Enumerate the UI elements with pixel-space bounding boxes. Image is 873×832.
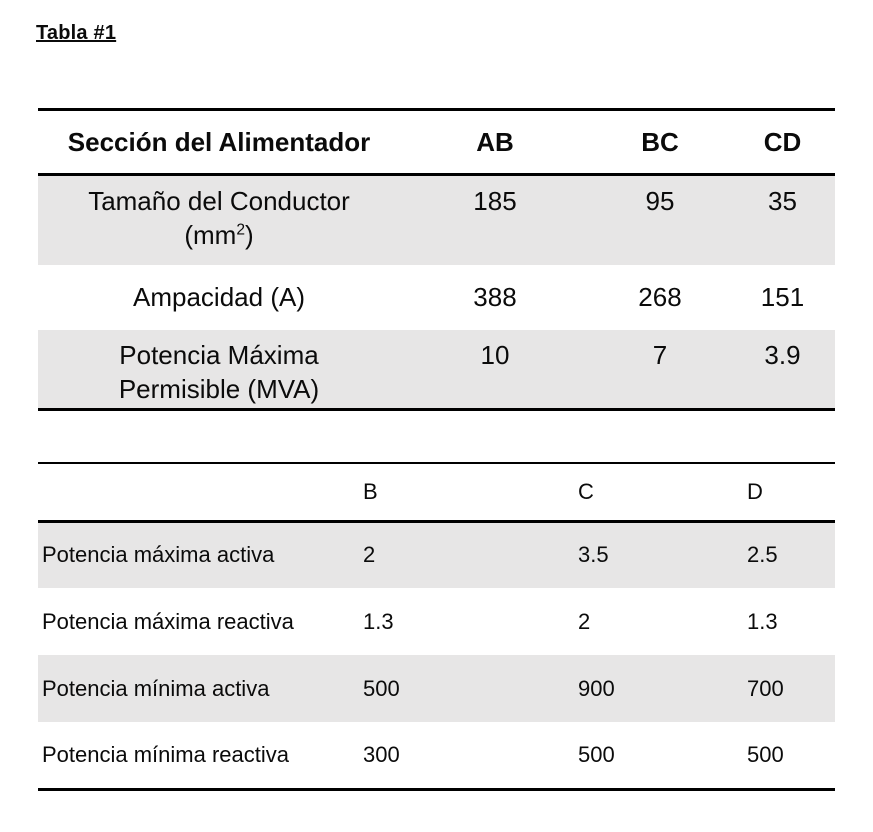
cell-value: 500 [747,741,784,767]
table1-row-potencia-maxima: Potencia Máxima Permisible (MVA) 10 7 3.… [38,329,835,410]
table2-header-c: C [578,478,594,504]
row-label: Potencia Máxima Permisible (MVA) [118,339,320,404]
cell-value: 2 [363,542,376,568]
table2-header-row: B C D [38,463,835,521]
feeder-section-table: Sección del Alimentador AB BC CD Tamaño … [38,108,835,411]
table2-row-potencia-maxima-reactiva: Potencia máxima reactiva 1.3 2 1.3 [38,588,835,655]
table2-row-potencia-minima-reactiva: Potencia mínima reactiva 300 500 500 [38,722,835,789]
cell-value: 10 [480,339,510,370]
table2-row-potencia-minima-activa: Potencia mínima activa 500 900 700 [38,655,835,722]
table1-row-tamano-conductor: Tamaño del Conductor (mm2) 185 95 35 [38,174,835,265]
cell-value: 3.9 [764,339,801,370]
cell-value: 300 [363,741,400,767]
table1-header-bc: BC [641,126,679,157]
cell-value: 2.5 [747,542,778,568]
cell-value: 151 [760,282,805,312]
cell-value: 3.5 [578,542,609,568]
row-label: Potencia mínima activa [42,675,270,701]
row-label-line1: Tamaño del Conductor [88,186,350,216]
cell-value: 185 [473,186,517,216]
row-label-unit: (mm2) [184,220,254,250]
table1-header-row: Sección del Alimentador AB BC CD [38,110,835,175]
power-limits-table: B C D Potencia máxima activa 2 3.5 2.5 P… [38,462,835,791]
table1-header-cd: CD [763,126,802,157]
cell-value: 1.3 [363,608,394,634]
row-label: Potencia mínima reactiva [42,741,289,767]
cell-value: 388 [473,282,517,312]
cell-value: 2 [578,608,591,634]
cell-value: 35 [768,186,797,216]
cell-value: 268 [638,282,682,312]
cell-value: 7 [652,339,668,370]
cell-value: 1.3 [747,608,778,634]
table2-header-empty [38,463,358,521]
cell-value: 500 [363,675,400,701]
row-label: Potencia máxima activa [42,542,275,568]
cell-value: 900 [578,675,615,701]
cell-value: 700 [747,675,784,701]
table1-header-ab: AB [476,126,514,157]
row-label: Ampacidad (A) [133,282,305,312]
cell-value: 95 [645,186,675,216]
table1-header-seccion: Sección del Alimentador [67,126,371,157]
cell-value: 500 [578,741,615,767]
table2-header-b: B [363,478,378,504]
superscript-2: 2 [236,221,245,239]
row-label: Tamaño del Conductor (mm2) [38,175,400,265]
table2-row-potencia-maxima-activa: Potencia máxima activa 2 3.5 2.5 [38,521,835,588]
table2-header-d: D [747,478,763,504]
table1-row-ampacidad: Ampacidad (A) 388 268 151 [38,265,835,330]
row-label: Potencia máxima reactiva [42,608,294,634]
page-title: Tabla #1 [36,22,117,44]
